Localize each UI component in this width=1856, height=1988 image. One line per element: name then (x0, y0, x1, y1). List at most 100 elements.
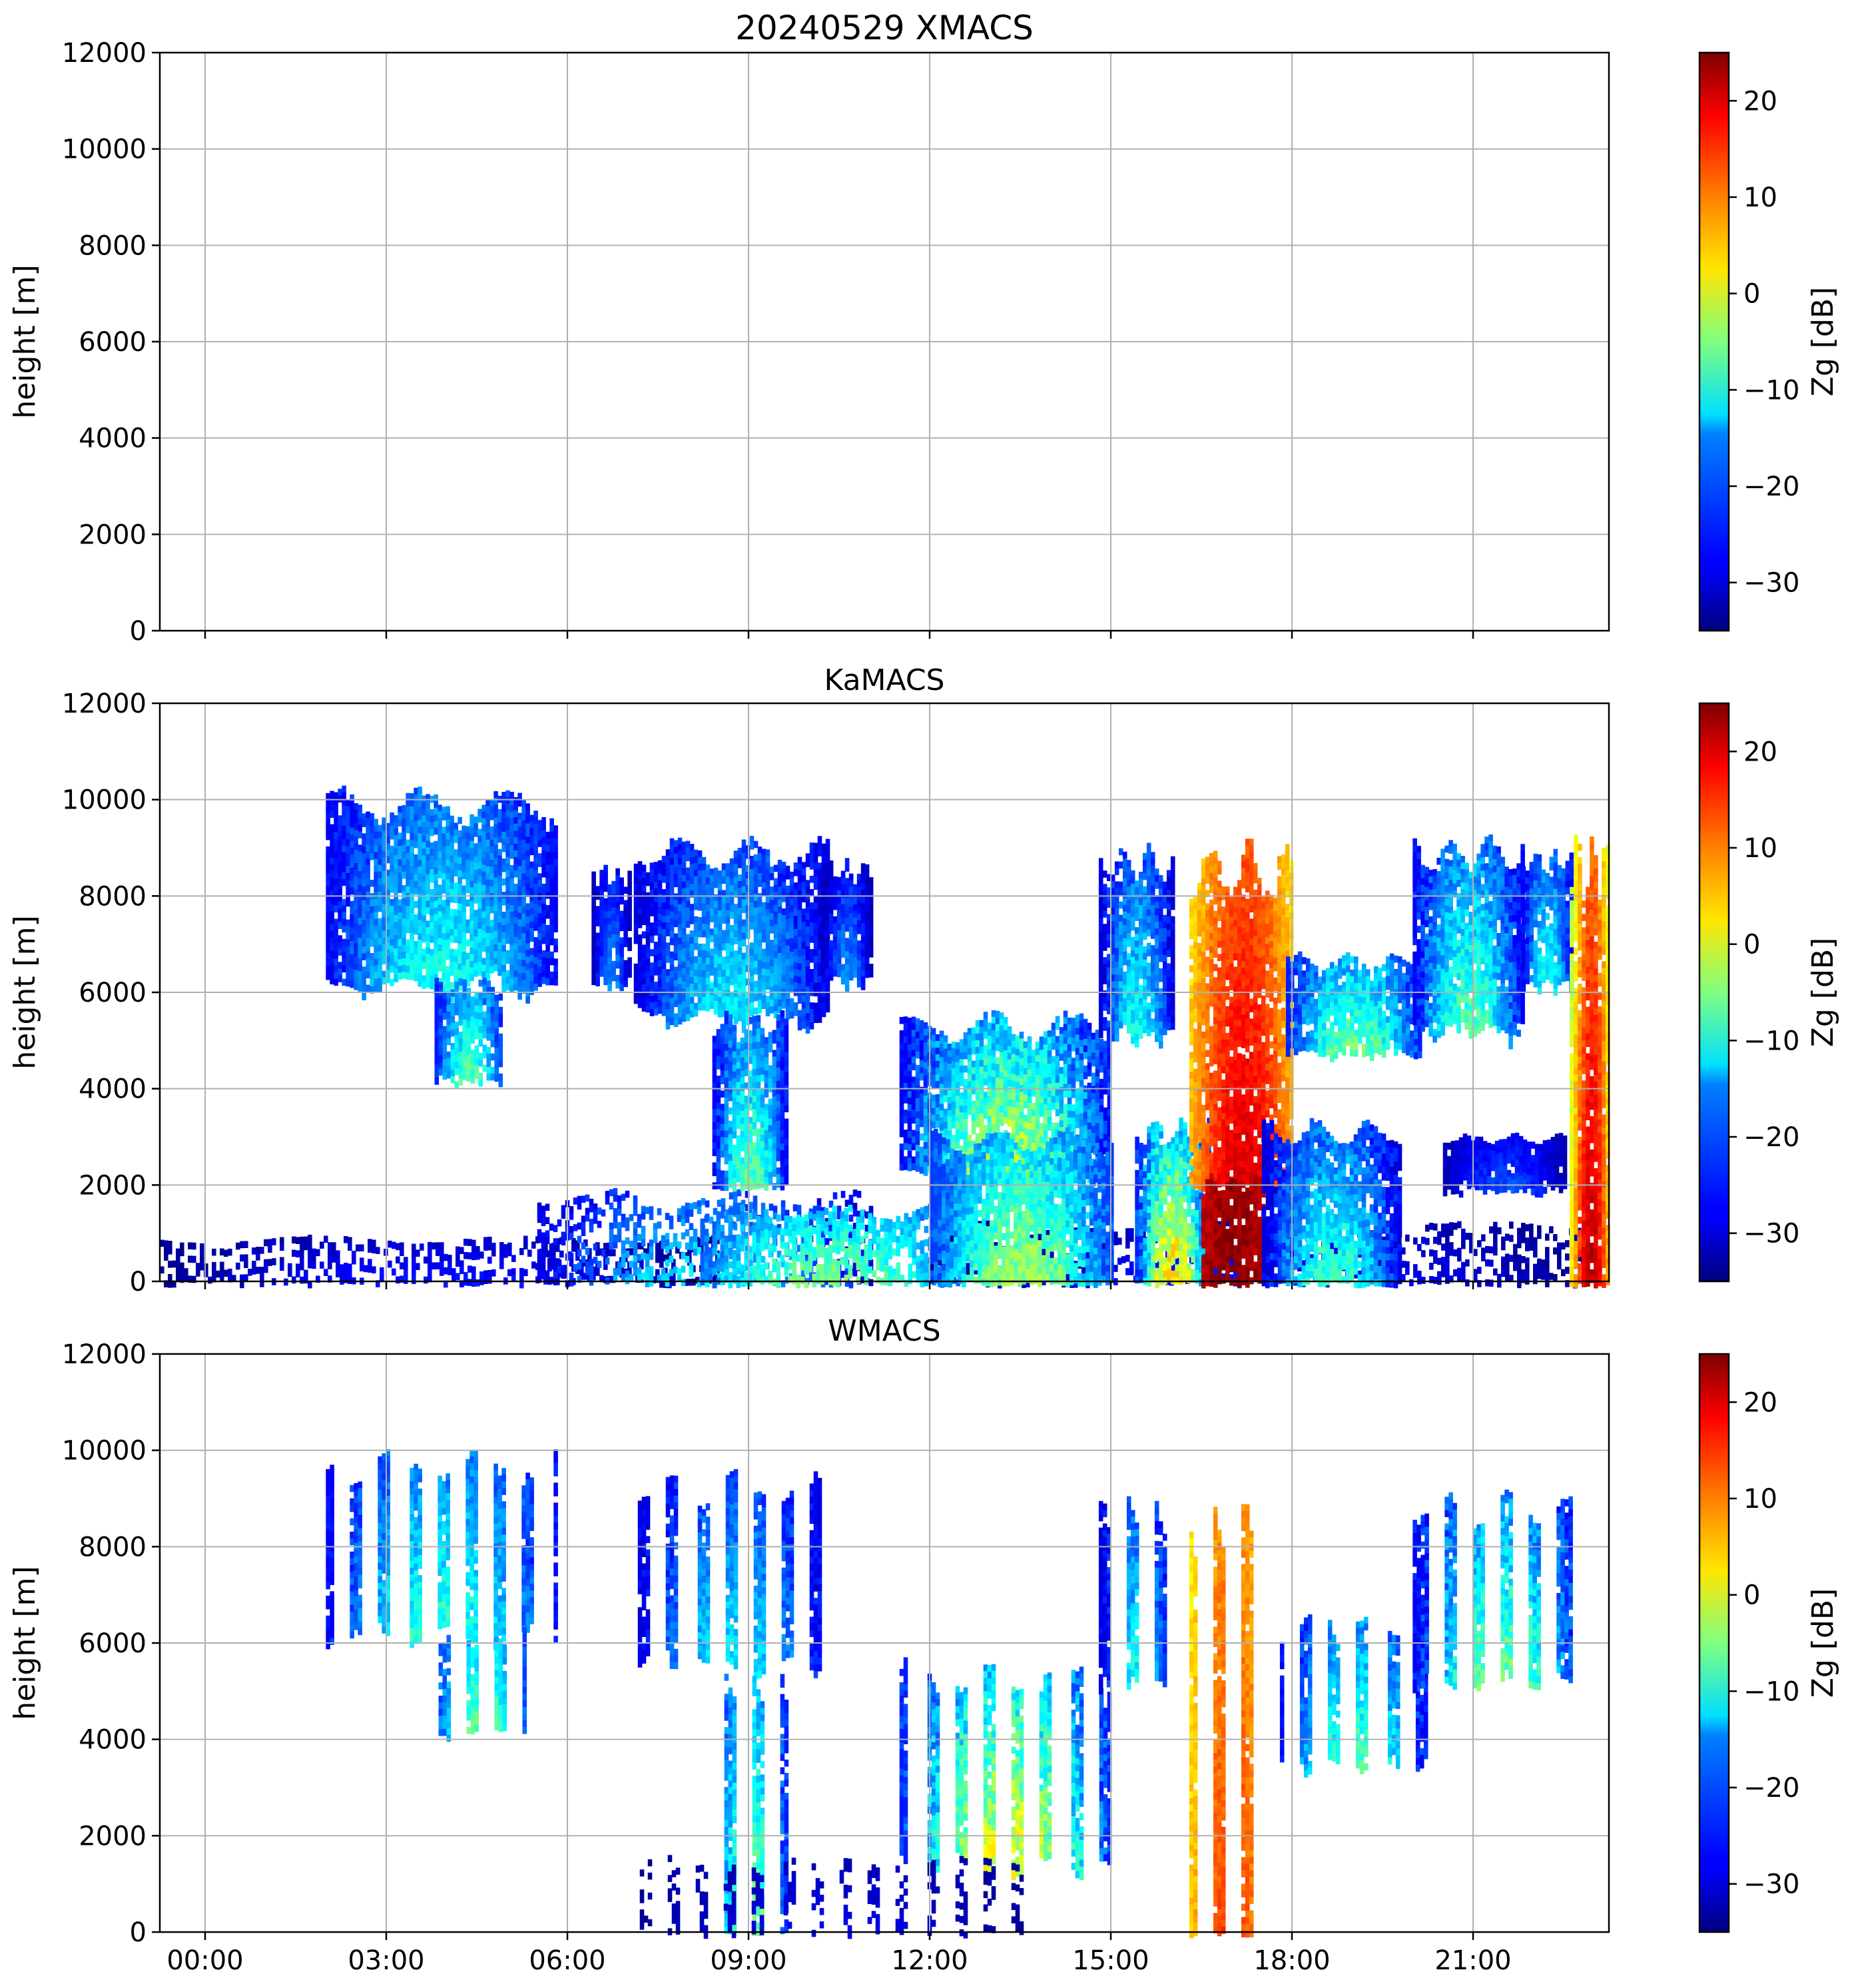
heatmap-cell (517, 840, 522, 847)
heatmap-cell (670, 838, 675, 846)
heatmap-cell (444, 1267, 448, 1275)
heatmap-cell (292, 1237, 296, 1244)
heatmap-cell (1485, 1259, 1490, 1267)
heatmap-cell (410, 800, 414, 807)
heatmap-cell (398, 899, 402, 906)
heatmap-cell (418, 953, 422, 960)
heatmap-cell (774, 985, 778, 992)
heatmap-cell (192, 1256, 196, 1263)
heatmap-cell (1497, 1227, 1502, 1235)
heatmap-cell (642, 898, 647, 905)
heatmap-cell (774, 972, 778, 979)
heatmap-cell (908, 1231, 913, 1238)
heatmap-cell (611, 921, 616, 928)
heatmap-cell (908, 1251, 913, 1258)
heatmap-cell (350, 868, 354, 875)
heatmap-cell (398, 832, 402, 840)
heatmap-cell (446, 966, 450, 974)
heatmap-cell (410, 880, 414, 887)
heatmap-cell (808, 1259, 813, 1266)
heatmap-cell (690, 997, 695, 1004)
heatmap-cell (802, 922, 806, 929)
heatmap-cell (796, 1275, 801, 1282)
heatmap-cell (469, 821, 474, 828)
heatmap-cell (448, 1261, 452, 1269)
heatmap-cell (491, 1067, 495, 1074)
heatmap-cell (627, 884, 632, 891)
heatmap-cell (525, 856, 530, 864)
heatmap-cell (553, 878, 558, 886)
heatmap-cell (509, 819, 514, 826)
heatmap-cell (450, 962, 454, 970)
heatmap-cell (633, 1262, 638, 1269)
heatmap-cell (750, 969, 755, 976)
heatmap-cell (553, 872, 558, 879)
heatmap-cell (475, 1026, 479, 1033)
heatmap-cell (792, 1264, 797, 1271)
heatmap-cell (462, 939, 466, 946)
heatmap-cell (463, 993, 467, 1000)
heatmap-cell (603, 872, 608, 879)
heatmap-cell (916, 1256, 921, 1263)
heatmap-cell (454, 956, 458, 963)
heatmap-cell (418, 880, 422, 887)
heatmap-cell (439, 1048, 444, 1056)
heatmap-cell (513, 804, 518, 811)
heatmap-cell (390, 946, 394, 953)
heatmap-cell (585, 1268, 590, 1275)
heatmap-cell (439, 1062, 444, 1069)
heatmap-cell (459, 1018, 464, 1026)
heatmap-cell (443, 1000, 448, 1007)
heatmap-cell (485, 960, 490, 967)
heatmap-cell (765, 1229, 769, 1237)
heatmap-cell (481, 944, 486, 952)
heatmap-cell (800, 1243, 805, 1251)
heatmap-cell (505, 797, 510, 805)
heatmap-cell (348, 1270, 352, 1277)
heatmap-cell (1521, 1256, 1526, 1263)
heatmap-cell (334, 946, 338, 953)
heatmap-cell (493, 864, 498, 872)
heatmap-cell (706, 891, 711, 898)
heatmap-cell (686, 1001, 691, 1008)
heatmap-cell (804, 1247, 809, 1255)
heatmap-cell (758, 873, 763, 880)
heatmap-cell (786, 886, 790, 893)
heatmap-cell (742, 873, 747, 880)
heatmap-cell (414, 888, 418, 895)
heatmap-cell (784, 1229, 789, 1236)
heatmap-cell (545, 1217, 550, 1224)
heatmap-cell (549, 1257, 554, 1264)
heatmap-cell (766, 862, 771, 870)
heatmap-cell (682, 908, 687, 916)
heatmap-cell (537, 1209, 542, 1217)
heatmap-cell (674, 947, 679, 954)
heatmap-cell (670, 925, 675, 932)
heatmap-cell (521, 886, 526, 894)
heatmap-cell (595, 886, 600, 893)
heatmap-cell (820, 1211, 825, 1218)
heatmap-cell (501, 932, 506, 939)
heatmap-cell (738, 934, 743, 942)
heatmap-cell (541, 837, 546, 844)
heatmap-cell (485, 840, 490, 847)
heatmap-cell (483, 1032, 487, 1039)
heatmap-cell (406, 913, 410, 920)
heatmap-cell (794, 889, 798, 896)
heatmap-cell (1445, 1277, 1450, 1284)
heatmap-cell (553, 1225, 558, 1232)
heatmap-cell (678, 944, 683, 952)
heatmap-cell (455, 1042, 460, 1049)
heatmap-cell (406, 813, 410, 821)
heatmap-cell (812, 1227, 817, 1234)
heatmap-cell (438, 951, 442, 958)
heatmap-cell (497, 929, 502, 936)
heatmap-cell (686, 868, 691, 875)
heatmap-cell (410, 906, 414, 914)
heatmap-cell (366, 905, 370, 912)
heatmap-cell (670, 918, 675, 926)
heatmap-cell (1561, 1269, 1566, 1277)
heatmap-cell (681, 1232, 686, 1239)
heatmap-cell (860, 1256, 865, 1263)
heatmap-cell (467, 1239, 472, 1246)
